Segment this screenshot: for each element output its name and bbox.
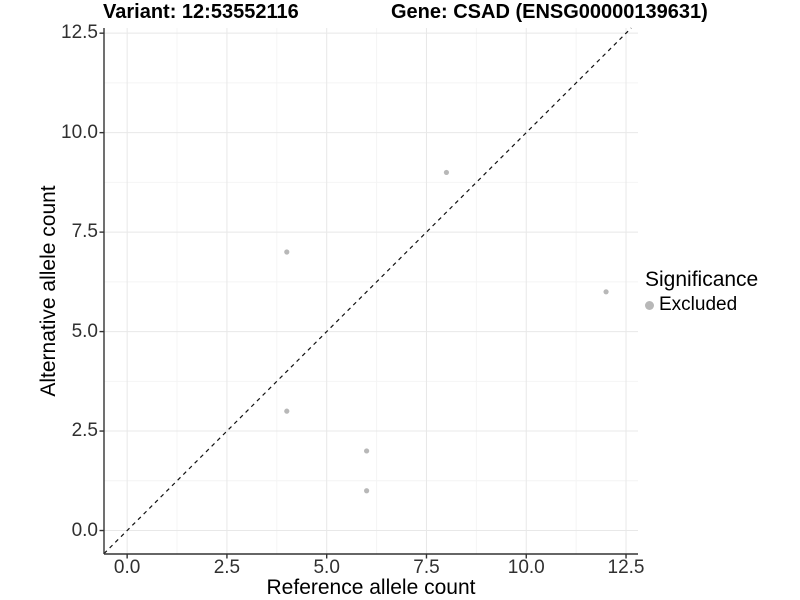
x-tick-label: 12.5 (607, 557, 645, 578)
y-axis-title: Alternative allele count (37, 185, 60, 397)
y-tick-label: 7.5 (71, 221, 98, 243)
y-tick-label: 5.0 (71, 320, 98, 342)
x-axis-title: Reference allele count (266, 576, 476, 599)
y-tick-label: 0.0 (71, 519, 98, 541)
x-tick-label: 10.0 (507, 557, 545, 578)
legend-title: Significance (645, 268, 759, 291)
y-tick-label: 2.5 (71, 420, 98, 442)
y-tick-label: 10.0 (61, 121, 98, 143)
legend-item: Excluded (645, 294, 758, 316)
plot-title-gene: Gene: CSAD (ENSG00000139631) (391, 1, 708, 23)
y-tick-label: 12.5 (61, 22, 98, 44)
x-tick-label: 2.5 (213, 557, 241, 578)
data-point (284, 408, 290, 414)
legend-items: Excluded (645, 294, 758, 316)
legend-item-label: Excluded (659, 294, 738, 315)
legend: Significance Excluded (645, 268, 758, 316)
plot-title-variant: Variant: 12:53552116 (103, 1, 299, 23)
x-tick-label: 7.5 (413, 557, 440, 578)
data-point (603, 289, 609, 295)
x-tick-label: 5.0 (313, 557, 340, 578)
panel-background (104, 28, 638, 554)
legend-key-dot (645, 300, 654, 310)
data-point (284, 249, 290, 255)
x-tick-label: 0.0 (113, 557, 141, 578)
data-point (443, 169, 450, 176)
data-point (364, 448, 370, 454)
data-point (364, 488, 370, 494)
